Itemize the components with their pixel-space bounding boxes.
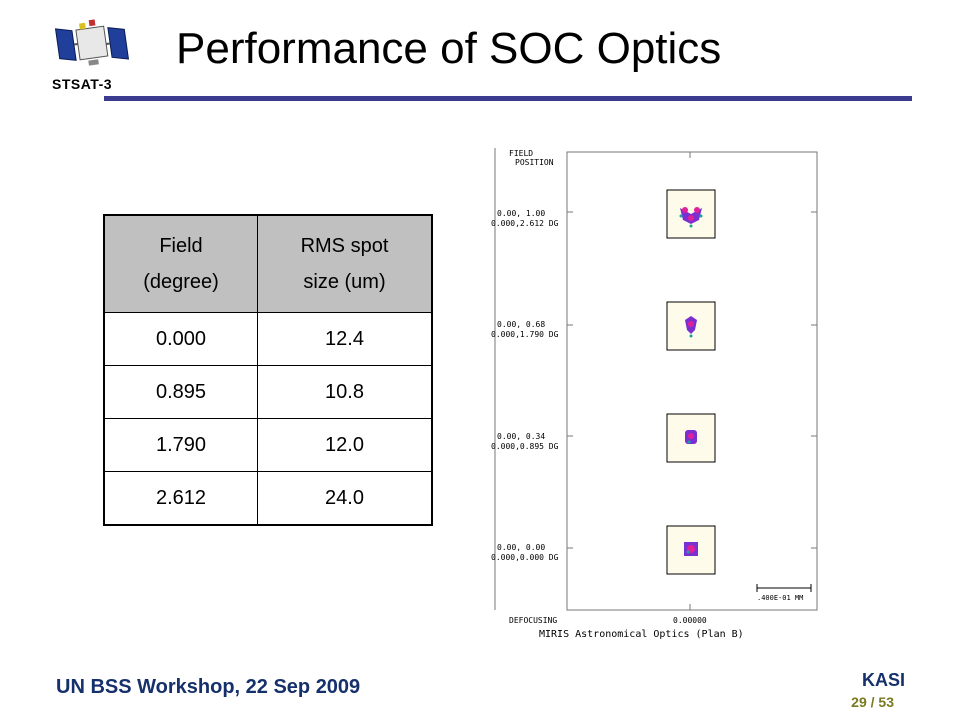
header-field-line2: (degree) (143, 271, 219, 293)
table-header-row: Field (degree) RMS spot size (um) (103, 214, 433, 313)
cell-field: 1.790 (103, 418, 258, 472)
footer-org: KASI (861, 670, 905, 690)
field-label: 0.000,0.895 DG (491, 442, 559, 451)
table-row: 1.790 12.0 (103, 418, 433, 472)
cell-field: 0.895 (103, 365, 258, 419)
field-label: 0.000,1.790 DG (491, 330, 559, 339)
field-label: 0.00, 0.34 (497, 432, 545, 441)
scale-bar (756, 584, 812, 592)
field-label: 0.000,2.612 DG (491, 219, 559, 228)
page-title: Performance of SOC Optics (176, 24, 722, 73)
stsat3-satellite-logo (54, 19, 130, 66)
header-rms-line2: size (um) (303, 271, 386, 293)
cell-field: 0.000 (103, 312, 258, 366)
header-rms-line1: RMS spot (300, 235, 389, 257)
table-row: 0.000 12.4 (103, 312, 433, 366)
header-field-line1: Field (159, 235, 203, 257)
header-rms: RMS spot size (um) (256, 214, 433, 313)
field-label: 0.00, 0.00 (497, 543, 545, 552)
spot-caption: MIRIS Astronomical Optics (Plan B) (539, 629, 744, 640)
spot-box-field-0000 (666, 525, 716, 575)
table-row: 0.895 10.8 (103, 365, 433, 419)
logo-label: STSAT-3 (52, 76, 113, 92)
field-label: 0.00, 0.68 (497, 320, 545, 329)
page-number: 29 / 53 (851, 694, 894, 710)
footer-event: UN BSS Workshop, 22 Sep 2009 (56, 676, 361, 698)
spot-ticks (567, 152, 817, 610)
title-divider (104, 96, 912, 101)
field-label: 0.000,0.000 DG (491, 553, 559, 562)
defocus-value: 0.00000 (673, 616, 707, 625)
field-title-1: FIELD (509, 149, 533, 158)
rms-spot-table: Field (degree) RMS spot size (um) 0.000 … (103, 214, 433, 526)
spot-diagram: FIELD POSITION 0.00, 1.00 0.000,2.612 DG… (491, 148, 818, 640)
scale-label: .400E-01 MM (757, 594, 803, 602)
spot-box-field-1790 (666, 301, 716, 351)
cell-rms: 24.0 (256, 471, 433, 526)
cell-field: 2.612 (103, 471, 258, 526)
cell-rms: 12.4 (256, 312, 433, 366)
spot-box-field-0895 (666, 413, 716, 463)
cell-rms: 10.8 (256, 365, 433, 419)
field-title-2: POSITION (515, 158, 554, 167)
spot-frame (566, 151, 818, 611)
cell-rms: 12.0 (256, 418, 433, 472)
table-row: 2.612 24.0 (103, 471, 433, 526)
field-label: 0.00, 1.00 (497, 209, 545, 218)
header-field: Field (degree) (103, 214, 258, 313)
spot-box-field-2612 (666, 189, 716, 239)
defocusing-label: DEFOCUSING (509, 616, 557, 625)
